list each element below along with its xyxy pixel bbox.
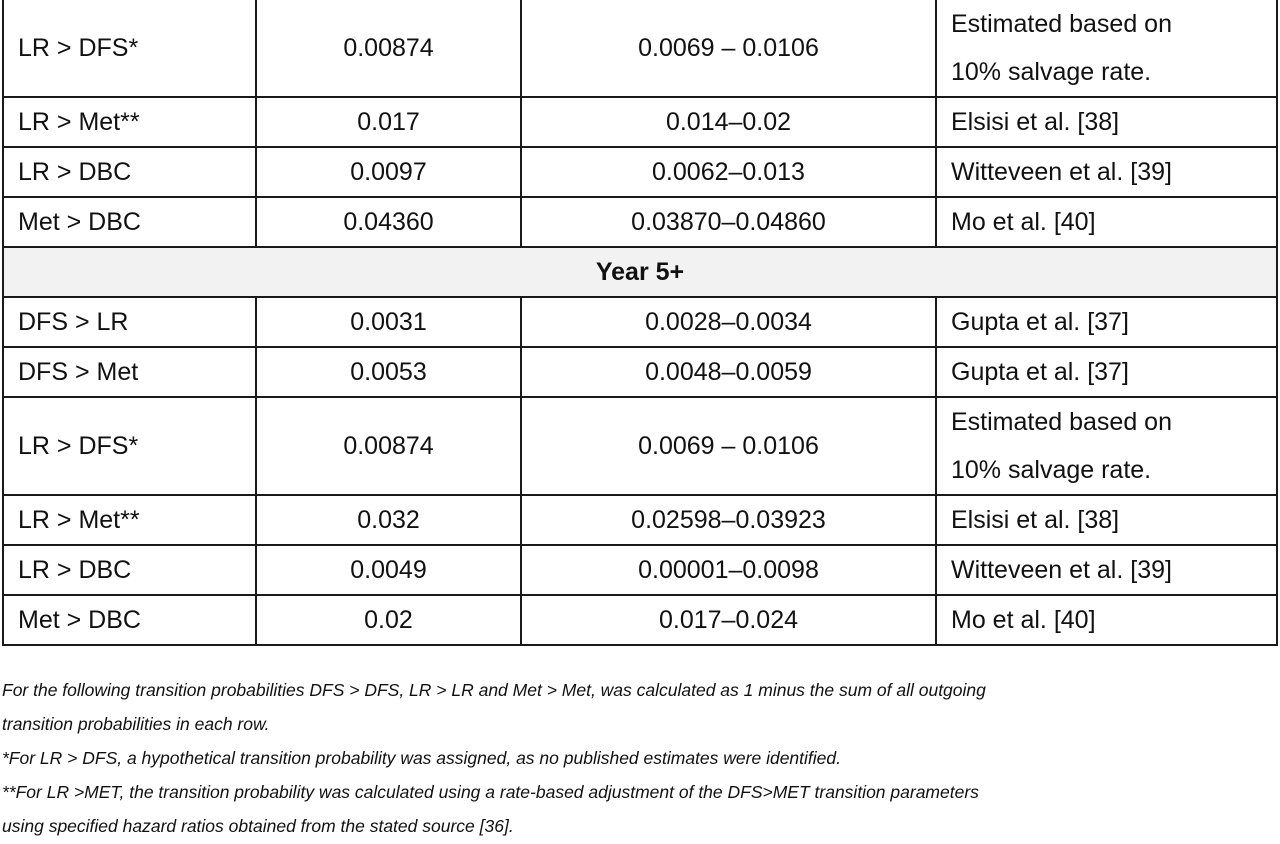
source-line: Estimated based on (951, 10, 1172, 38)
table-row: LR > Met** 0.032 0.02598–0.03923 Elsisi … (2, 494, 1278, 546)
footnote: **For LR >MET, the transition probabilit… (2, 775, 1262, 843)
probability-cell: 0.0097 (255, 146, 522, 198)
table-row: LR > Met** 0.017 0.014–0.02 Elsisi et al… (2, 96, 1278, 148)
range-cell: 0.03870–0.04860 (520, 196, 937, 248)
range-cell: 0.00001–0.0098 (520, 544, 937, 596)
probability-cell: 0.032 (255, 494, 522, 546)
range-cell: 0.0028–0.0034 (520, 296, 937, 348)
transition-cell: DFS > LR (2, 296, 257, 348)
section-header-row: Year 5+ (2, 246, 1278, 298)
transition-cell: LR > DBC (2, 146, 257, 198)
footnote-line: using specified hazard ratios obtained f… (2, 816, 514, 836)
footnote: For the following transition probabiliti… (2, 673, 1262, 741)
transition-probability-table: LR > DFS* 0.00874 0.0069 – 0.0106 Estima… (2, 0, 1278, 646)
transition-cell: LR > DFS* (2, 396, 257, 496)
footnote-line: **For LR >MET, the transition probabilit… (2, 782, 979, 802)
source-cell: Witteveen et al. [39] (935, 544, 1278, 596)
transition-cell: LR > Met** (2, 494, 257, 546)
transition-cell: Met > DBC (2, 594, 257, 646)
transition-cell: Met > DBC (2, 196, 257, 248)
transition-cell: LR > DFS* (2, 0, 257, 98)
transition-cell: DFS > Met (2, 346, 257, 398)
footnote-line: transition probabilities in each row. (2, 714, 270, 734)
source-cell: Estimated based on 10% salvage rate. (935, 0, 1278, 98)
range-cell: 0.02598–0.03923 (520, 494, 937, 546)
probability-cell: 0.00874 (255, 0, 522, 98)
source-line: Estimated based on (951, 408, 1172, 436)
probability-cell: 0.00874 (255, 396, 522, 496)
source-line: 10% salvage rate. (951, 58, 1152, 86)
source-cell: Gupta et al. [37] (935, 346, 1278, 398)
probability-cell: 0.04360 (255, 196, 522, 248)
footnote: *For LR > DFS, a hypothetical transition… (2, 748, 841, 768)
table-row: LR > DBC 0.0049 0.00001–0.0098 Witteveen… (2, 544, 1278, 596)
source-cell: Elsisi et al. [38] (935, 494, 1278, 546)
source-cell: Mo et al. [40] (935, 196, 1278, 248)
range-cell: 0.0069 – 0.0106 (520, 0, 937, 98)
probability-cell: 0.0049 (255, 544, 522, 596)
table-row: DFS > Met 0.0053 0.0048–0.0059 Gupta et … (2, 346, 1278, 398)
source-line: 10% salvage rate. (951, 456, 1152, 484)
source-cell: Witteveen et al. [39] (935, 146, 1278, 198)
transition-cell: LR > DBC (2, 544, 257, 596)
source-cell: Gupta et al. [37] (935, 296, 1278, 348)
footnote-line: For the following transition probabiliti… (2, 680, 986, 700)
range-cell: 0.0048–0.0059 (520, 346, 937, 398)
source-cell: Elsisi et al. [38] (935, 96, 1278, 148)
section-header: Year 5+ (2, 246, 1278, 298)
probability-cell: 0.017 (255, 96, 522, 148)
table-row: Met > DBC 0.02 0.017–0.024 Mo et al. [40… (2, 594, 1278, 646)
table-row: LR > DFS* 0.00874 0.0069 – 0.0106 Estima… (2, 0, 1278, 98)
table-row: LR > DFS* 0.00874 0.0069 – 0.0106 Estima… (2, 396, 1278, 496)
table-row: DFS > LR 0.0031 0.0028–0.0034 Gupta et a… (2, 296, 1278, 348)
source-cell: Estimated based on 10% salvage rate. (935, 396, 1278, 496)
range-cell: 0.0069 – 0.0106 (520, 396, 937, 496)
table-row: LR > DBC 0.0097 0.0062–0.013 Witteveen e… (2, 146, 1278, 198)
source-cell: Mo et al. [40] (935, 594, 1278, 646)
transition-cell: LR > Met** (2, 96, 257, 148)
range-cell: 0.017–0.024 (520, 594, 937, 646)
probability-cell: 0.0053 (255, 346, 522, 398)
table-footnotes: For the following transition probabiliti… (2, 673, 1262, 843)
probability-cell: 0.02 (255, 594, 522, 646)
probability-cell: 0.0031 (255, 296, 522, 348)
table-row: Met > DBC 0.04360 0.03870–0.04860 Mo et … (2, 196, 1278, 248)
range-cell: 0.0062–0.013 (520, 146, 937, 198)
range-cell: 0.014–0.02 (520, 96, 937, 148)
